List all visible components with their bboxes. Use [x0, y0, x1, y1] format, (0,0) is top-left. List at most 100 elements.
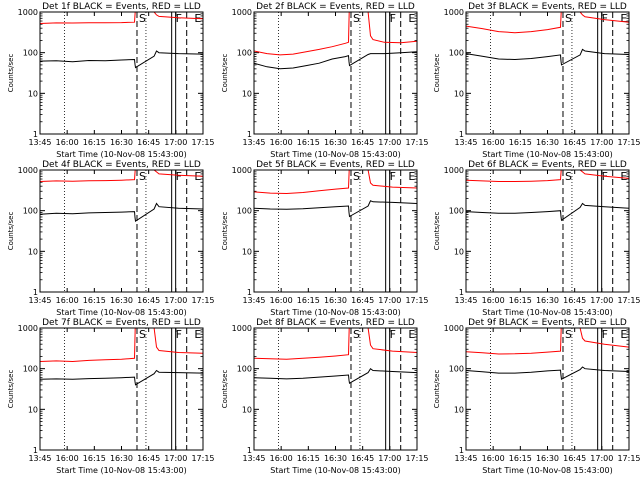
y-axis-label: Counts/sec — [221, 212, 229, 251]
y-tick-label: 10 — [454, 247, 464, 256]
x-tick-label: 17:15 — [617, 296, 640, 305]
plot-frame — [39, 169, 204, 293]
y-tick-label: 1 — [33, 130, 38, 139]
y-tick-label: 100 — [237, 49, 252, 58]
x-tick-label: 16:00 — [482, 138, 505, 147]
x-tick-label: 16:45 — [563, 296, 586, 305]
y-tick-label: 1 — [33, 446, 38, 455]
x-tick-label: 17:15 — [191, 454, 214, 463]
plot-frame — [253, 11, 418, 135]
y-axis-label: Counts/sec — [221, 54, 229, 93]
marker-label-s: S — [353, 328, 360, 341]
series-line-lld — [40, 12, 203, 24]
x-tick-label: 13:45 — [28, 296, 51, 305]
x-tick-label: 13:45 — [28, 454, 51, 463]
x-tick-label: 17:15 — [405, 454, 428, 463]
marker-label-e: E — [194, 328, 201, 341]
y-tick-label: 1000 — [232, 166, 252, 175]
marker-label-e: E — [408, 328, 415, 341]
x-tick-label: 16:15 — [83, 138, 106, 147]
chart-panel-3: Det 3f BLACK = Events, RED = LLD Counts/s… — [433, 2, 640, 159]
marker-label-e: E — [620, 12, 627, 25]
y-tick-label: 1 — [459, 446, 464, 455]
series-line-events — [254, 367, 417, 384]
series-line-events — [40, 369, 203, 386]
y-tick-label: 10 — [242, 89, 252, 98]
chart-title: Det 5f BLACK = Events, RED = LLD — [256, 160, 415, 170]
series-line-events — [466, 48, 629, 66]
marker-label-s: S — [139, 328, 146, 341]
x-tick-label: 16:15 — [509, 454, 532, 463]
series-line-lld — [466, 328, 629, 355]
y-tick-label: 100 — [449, 365, 464, 374]
marker-label-f: F — [176, 170, 182, 183]
marker-label-f: F — [602, 12, 608, 25]
x-tick-label: 16:30 — [324, 296, 347, 305]
y-tick-label: 1000 — [18, 8, 38, 17]
x-tick-label: 16:45 — [563, 454, 586, 463]
x-tick-label: 17:15 — [617, 454, 640, 463]
x-tick-label: 16:30 — [536, 296, 559, 305]
y-tick-label: 1 — [459, 130, 464, 139]
y-tick-label: 1000 — [18, 324, 38, 333]
y-tick-label: 1000 — [444, 324, 464, 333]
y-tick-label: 1000 — [444, 8, 464, 17]
x-tick-label: 17:00 — [590, 296, 613, 305]
plot-frame — [253, 327, 418, 451]
chart-panel-6: Det 6f BLACK = Events, RED = LLD Counts/s… — [433, 160, 640, 317]
series-line-lld — [254, 170, 417, 195]
y-tick-label: 1 — [247, 446, 252, 455]
chart-panel-4: Det 4f BLACK = Events, RED = LLD Counts/s… — [7, 160, 215, 317]
x-tick-label: 13:45 — [454, 138, 477, 147]
y-tick-label: 10 — [28, 405, 38, 414]
y-axis-label: Counts/sec — [221, 370, 229, 409]
y-axis-label: Counts/sec — [7, 370, 15, 409]
y-axis-label: Counts/sec — [433, 370, 441, 409]
x-tick-label: 16:45 — [137, 296, 160, 305]
plot-frame — [465, 169, 630, 293]
chart-title: Det 2f BLACK = Events, RED = LLD — [256, 2, 415, 12]
x-axis-label: Start Time (10-Nov-08 15:43:00) — [270, 150, 400, 159]
x-tick-label: 17:00 — [590, 138, 613, 147]
y-tick-label: 10 — [242, 405, 252, 414]
marker-label-s: S — [139, 12, 146, 25]
y-tick-label: 100 — [449, 207, 464, 216]
chart-title: Det 9f BLACK = Events, RED = LLD — [468, 318, 627, 328]
x-tick-label: 16:30 — [324, 138, 347, 147]
y-tick-label: 10 — [242, 247, 252, 256]
x-axis-label: Start Time (10-Nov-08 15:43:00) — [56, 308, 186, 317]
y-tick-label: 10 — [28, 89, 38, 98]
x-tick-label: 17:00 — [378, 296, 401, 305]
x-tick-label: 17:00 — [590, 454, 613, 463]
series-line-events — [254, 51, 417, 70]
x-axis-label: Start Time (10-Nov-08 15:43:00) — [56, 466, 186, 475]
x-tick-label: 16:15 — [509, 138, 532, 147]
y-tick-label: 100 — [23, 207, 38, 216]
series-line-lld — [40, 170, 203, 182]
chart-title: Det 4f BLACK = Events, RED = LLD — [42, 160, 201, 170]
x-tick-label: 16:00 — [56, 454, 79, 463]
series-line-events — [40, 202, 203, 223]
x-tick-label: 13:45 — [242, 454, 265, 463]
x-tick-label: 13:45 — [242, 296, 265, 305]
series-line-events — [466, 202, 629, 222]
x-tick-label: 17:15 — [405, 296, 428, 305]
x-tick-label: 17:15 — [405, 138, 428, 147]
x-axis-label: Start Time (10-Nov-08 15:43:00) — [270, 466, 400, 475]
y-tick-label: 10 — [454, 89, 464, 98]
x-tick-label: 16:45 — [351, 454, 374, 463]
y-axis-label: Counts/sec — [7, 54, 15, 93]
series-line-events — [254, 200, 417, 218]
marker-label-f: F — [390, 328, 396, 341]
x-tick-label: 16:30 — [324, 454, 347, 463]
y-axis-label: Counts/sec — [7, 212, 15, 251]
y-tick-label: 100 — [237, 207, 252, 216]
x-tick-label: 16:45 — [563, 138, 586, 147]
series-line-lld — [40, 328, 203, 363]
x-tick-label: 16:00 — [56, 296, 79, 305]
marker-label-s: S — [565, 328, 572, 341]
marker-label-e: E — [408, 12, 415, 25]
chart-title: Det 1f BLACK = Events, RED = LLD — [42, 2, 201, 12]
x-tick-label: 13:45 — [454, 454, 477, 463]
series-line-lld — [466, 170, 629, 182]
